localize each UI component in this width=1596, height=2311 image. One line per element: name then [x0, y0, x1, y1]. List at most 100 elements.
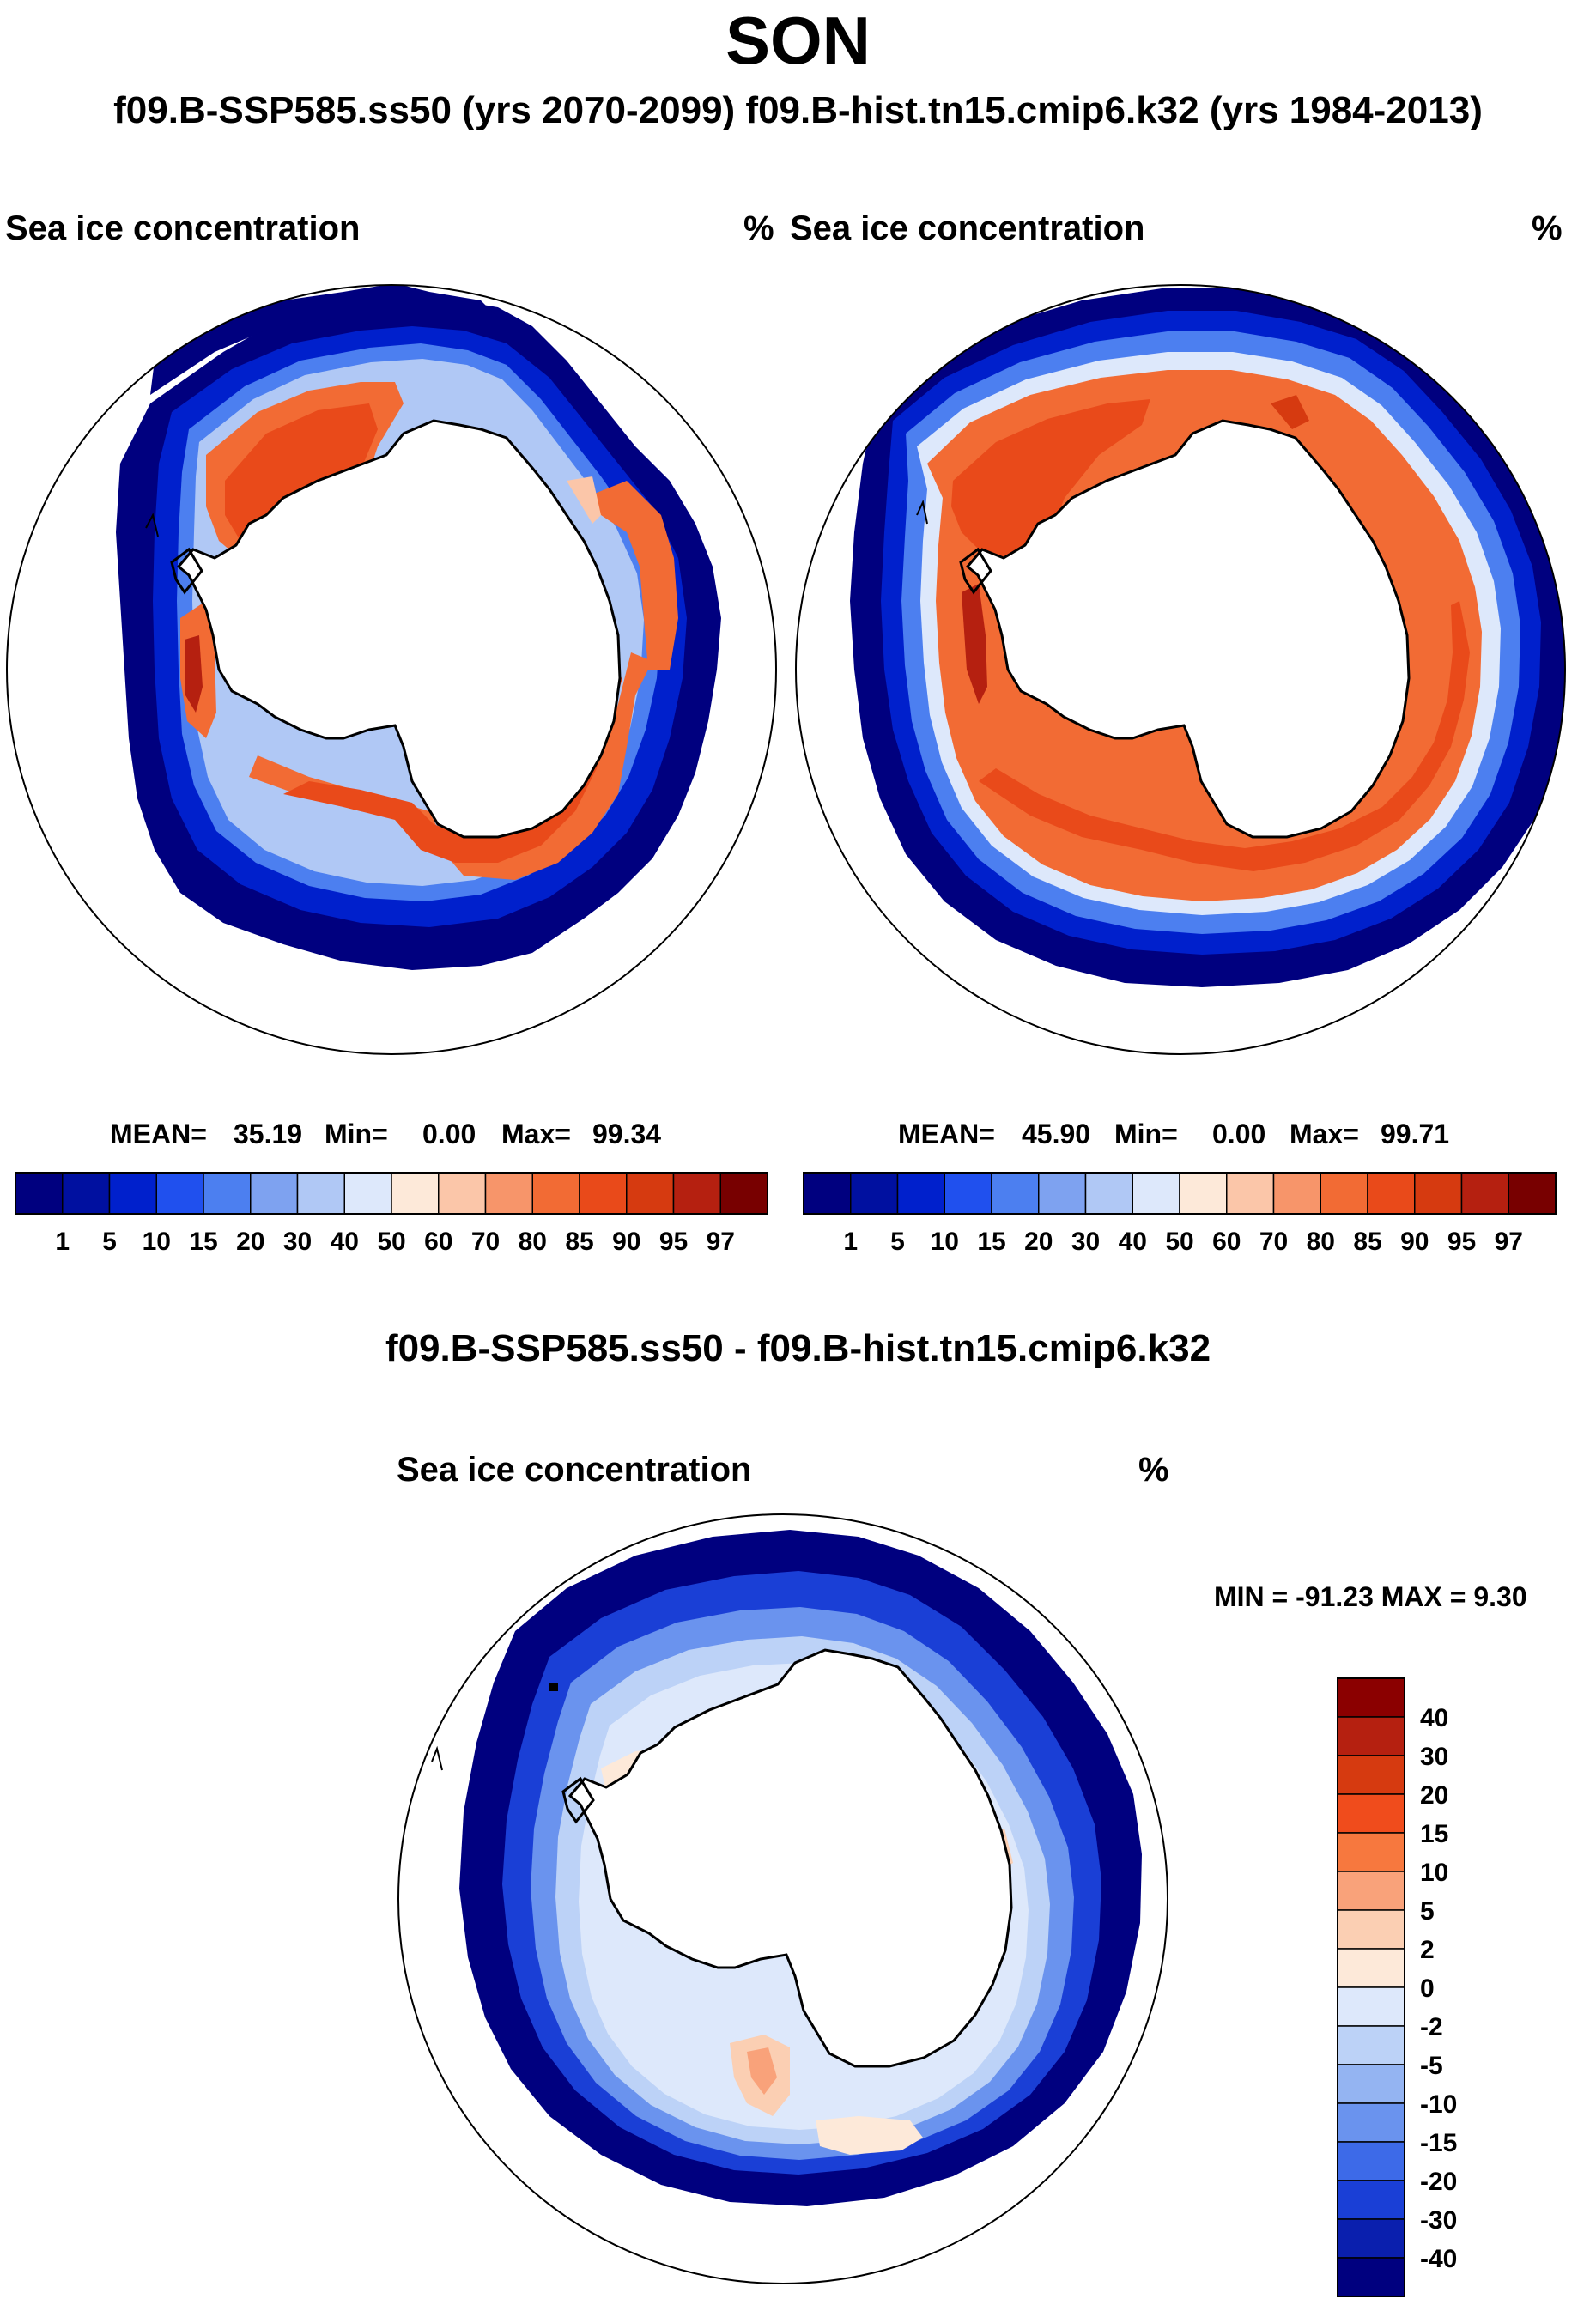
panel1-colorbar-swatch-10	[484, 1172, 533, 1215]
panel1-colorbar: 1 5 10 15 20 30 40 50 60 70 80 85 90 95 97	[15, 1172, 768, 1256]
panel1-mean-label: MEAN=	[110, 1119, 207, 1149]
panel2-mean-label: MEAN=	[898, 1119, 995, 1149]
panel1-mean-value: 35.19	[234, 1119, 303, 1149]
panel1-max-label: Max=	[501, 1119, 571, 1149]
panel3-colorbar-tick-label: -30	[1420, 2206, 1457, 2235]
panel2-colorbar-tick-label: 5	[890, 1228, 905, 1256]
panel1-colorbar-swatch-1	[62, 1172, 111, 1215]
panel2-colorbar-swatch-4	[991, 1172, 1040, 1215]
panel2-colorbar-swatch-9	[1226, 1172, 1275, 1215]
panel2-colorbar-swatch-15	[1508, 1172, 1557, 1215]
panel3-colorbar-tick-label: 30	[1420, 1743, 1448, 1771]
panel3-colorbar-tick-label: 40	[1420, 1704, 1448, 1732]
panel3-colorbar-tick-label: 5	[1420, 1897, 1435, 1926]
panel1-antarctica	[176, 419, 622, 839]
panel2-colorbar-tick-label: 97	[1495, 1228, 1523, 1256]
panel1-map-border	[6, 284, 777, 1055]
panel3-colorbar-swatch-9	[1337, 2025, 1405, 2065]
panel1-colorbar-swatch-3	[155, 1172, 204, 1215]
panel3-colorbar-tick-label: 0	[1420, 1974, 1435, 2003]
panel3-map	[431, 1530, 1142, 2206]
panel2-colorbar-tick-label: 15	[977, 1228, 1005, 1256]
panel1-colorbar-tick-label: 5	[102, 1228, 117, 1256]
panel3-colorbar-swatch-14	[1337, 2218, 1405, 2259]
panel1-colorbar-swatch-7	[343, 1172, 392, 1215]
panel2-antarctica	[965, 419, 1411, 839]
panel1-upper-band	[150, 285, 498, 395]
panel2-colorbar-swatch-14	[1460, 1172, 1509, 1215]
panel1-colorbar-swatch-13	[626, 1172, 675, 1215]
panel1-colorbar-swatch-8	[391, 1172, 440, 1215]
panel1-colorbar-tick-label: 80	[519, 1228, 547, 1256]
panel3-colorbar-tick-label: -10	[1420, 2090, 1457, 2119]
panel3-colorbar-swatch-0	[1337, 1677, 1405, 1718]
panel2-colorbar-tick-label: 80	[1307, 1228, 1335, 1256]
panel1-colorbar-swatch-9	[438, 1172, 487, 1215]
panel2-colorbar-tick-label: 1	[843, 1228, 858, 1256]
panel2-colorbar-swatch-1	[850, 1172, 899, 1215]
panel2-colorbar-swatch-5	[1038, 1172, 1087, 1215]
panel1-colorbar-swatch-0	[15, 1172, 64, 1215]
panel3-colorbar-swatch-6	[1337, 1909, 1405, 1950]
panel2-colorbar-swatch-2	[896, 1172, 945, 1215]
panel2-colorbar-tick-label: 85	[1353, 1228, 1381, 1256]
panel3-colorbar-swatch-1	[1337, 1716, 1405, 1756]
panel1-colorbar-tick-label: 30	[283, 1228, 312, 1256]
panel3-colorbar-tick-label: 20	[1420, 1781, 1448, 1810]
panel3-colorbar-swatch-11	[1337, 2102, 1405, 2143]
panel1-colorbar-swatch-6	[296, 1172, 345, 1215]
panel1-min-value: 0.00	[422, 1119, 476, 1149]
panel2-colorbar-swatch-7	[1132, 1172, 1180, 1215]
panel3-colorbar-frame	[1337, 1677, 1405, 2297]
panel2-colorbar-frame	[803, 1172, 1557, 1215]
panel1-map	[116, 285, 721, 970]
panel3-colorbar-tick-label: 2	[1420, 1936, 1435, 1964]
panel3-colorbar-tick-label: -20	[1420, 2168, 1457, 2196]
panel2-max-label: Max=	[1290, 1119, 1359, 1149]
panel3-colorbar-swatch-7	[1337, 1948, 1405, 1988]
panel2-max-value: 99.71	[1381, 1119, 1450, 1149]
panel1-title: Sea ice concentration	[5, 209, 361, 247]
panel1-colorbar-tick-label: 70	[471, 1228, 500, 1256]
panel2-colorbar-swatch-6	[1084, 1172, 1133, 1215]
panel1-colorbar-swatch-14	[672, 1172, 721, 1215]
panel1-colorbar-tick-label: 1	[55, 1228, 70, 1256]
panel1-colorbar-swatch-5	[250, 1172, 299, 1215]
panel1-colorbar-tick-label: 20	[236, 1228, 264, 1256]
panel2-map	[850, 288, 1565, 987]
panel3-colorbar-swatch-3	[1337, 1793, 1405, 1834]
difference-title: f09.B-SSP585.ss50 - f09.B-hist.tn15.cmip…	[385, 1327, 1211, 1369]
panel1-colorbar-tick-label: 90	[612, 1228, 640, 1256]
panel3-colorbar-tick-label: 15	[1420, 1820, 1448, 1848]
panel2-colorbar-swatch-12	[1367, 1172, 1416, 1215]
panel2-colorbar-tick-label: 95	[1447, 1228, 1476, 1256]
panel1-colorbar-tick-label: 50	[377, 1228, 405, 1256]
panel3-colorbar-tick-label: 10	[1420, 1859, 1448, 1887]
panel1-colorbar-swatch-11	[531, 1172, 580, 1215]
panel1-colorbar-tick-label: 95	[659, 1228, 688, 1256]
figure-title: SON	[725, 3, 871, 78]
panel2-min-value: 0.00	[1212, 1119, 1266, 1149]
panel2-colorbar-swatch-13	[1414, 1172, 1463, 1215]
panel1-colorbar-tick-label: 40	[331, 1228, 359, 1256]
panel1-colorbar-swatch-12	[579, 1172, 628, 1215]
panel3-title: Sea ice concentration	[397, 1451, 752, 1489]
panel1-max-value: 99.34	[592, 1119, 662, 1149]
panel3-minmax: MIN = -91.23 MAX = 9.30	[1214, 1581, 1527, 1612]
panel2-title: Sea ice concentration	[790, 209, 1145, 247]
panel1-colorbar-tick-label: 85	[565, 1228, 593, 1256]
panel2-colorbar-tick-label: 10	[931, 1228, 959, 1256]
panel2-colorbar-tick-label: 50	[1165, 1228, 1193, 1256]
panel1-colorbar-tick-label: 10	[143, 1228, 171, 1256]
panel3-colorbar-swatch-8	[1337, 1986, 1405, 2027]
panel2-colorbar-tick-label: 40	[1119, 1228, 1147, 1256]
panel2-colorbar-swatch-11	[1320, 1172, 1368, 1215]
figure-subtitle: f09.B-SSP585.ss50 (yrs 2070-2099) f09.B-…	[113, 89, 1483, 131]
panel3-antarctica	[567, 1648, 1013, 2068]
panel3-units: %	[1138, 1451, 1169, 1489]
panel2-colorbar: 1 5 10 15 20 30 40 50 60 70 80 85 90 95 97	[803, 1172, 1557, 1256]
panel2-colorbar-tick-label: 90	[1400, 1228, 1429, 1256]
panel3-colorbar-tick-label: -40	[1420, 2245, 1457, 2273]
